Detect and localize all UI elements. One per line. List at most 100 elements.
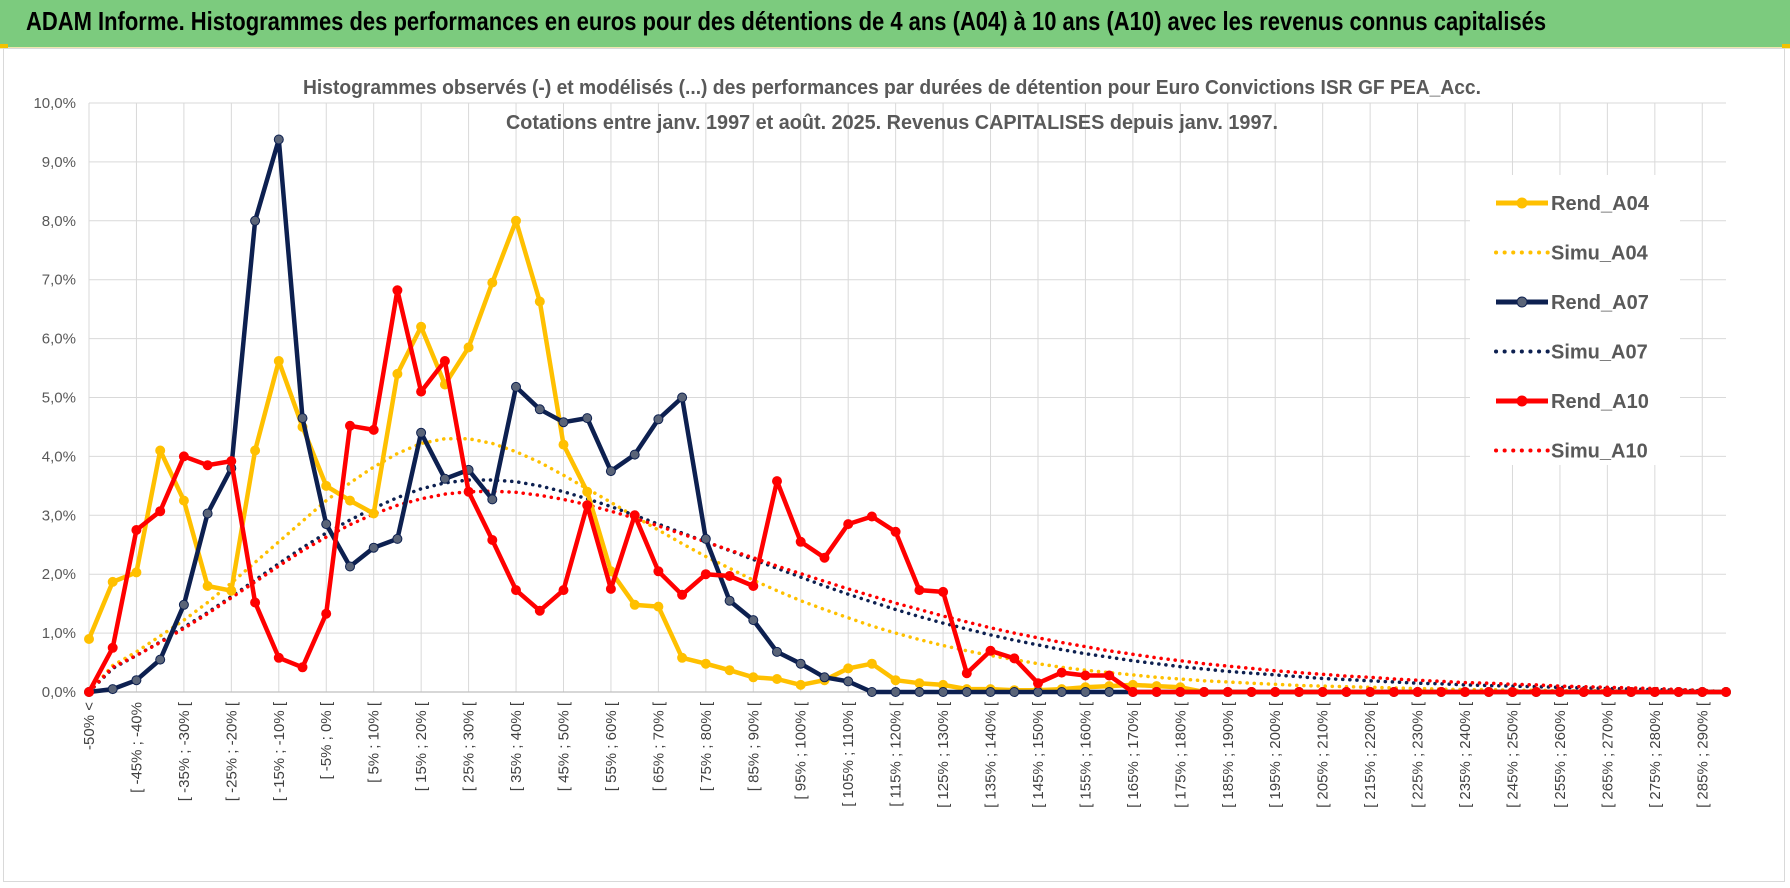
x-tick-label: [ 15% ; 20% [ — [413, 701, 430, 791]
data-point-Rend_A04 — [890, 675, 901, 686]
data-point-Rend_A07 — [345, 561, 355, 572]
series-Simu_A07 — [87, 478, 1728, 694]
data-point-Rend_A10 — [724, 571, 735, 581]
x-tick-label: [ 85% ; 90% [ — [745, 701, 762, 791]
data-point-Rend_A10 — [178, 451, 189, 462]
y-tick-label: 10,0% — [33, 95, 76, 112]
data-point-Rend_A07 — [914, 687, 925, 697]
data-point-Rend_A04 — [416, 321, 427, 332]
data-point-Rend_A10 — [1649, 687, 1660, 697]
series-Simu_A04 — [87, 436, 1728, 694]
legend-marker — [1516, 395, 1528, 407]
data-point-Rend_A07 — [938, 687, 949, 697]
data-point-Rend_A07 — [700, 533, 711, 544]
data-point-Rend_A07 — [107, 684, 118, 695]
data-point-Rend_A07 — [961, 687, 972, 697]
title-banner: ADAM Informe. Histogrammes des performan… — [0, 0, 1790, 49]
x-tick-label: [ 65% ; 70% [ — [650, 701, 667, 791]
data-point-Rend_A10 — [226, 456, 237, 467]
x-tick-label: [ 35% ; 40% [ — [508, 701, 525, 791]
data-point-Rend_A07 — [795, 658, 806, 669]
data-point-Rend_A10 — [677, 589, 688, 600]
data-point-Rend_A10 — [463, 486, 474, 497]
data-point-Rend_A10 — [202, 460, 213, 471]
data-point-Rend_A10 — [1104, 670, 1115, 681]
data-point-Rend_A10 — [961, 668, 972, 679]
data-point-Rend_A10 — [1294, 687, 1304, 697]
data-point-Rend_A10 — [1175, 687, 1186, 697]
data-point-Rend_A10 — [914, 585, 925, 596]
data-point-Rend_A04 — [131, 567, 142, 578]
data-point-Rend_A04 — [345, 495, 355, 506]
banner-title: ADAM Informe. Histogrammes des performan… — [26, 6, 1547, 36]
data-point-Rend_A07 — [843, 676, 854, 687]
data-point-Rend_A07 — [1080, 687, 1091, 697]
data-point-Rend_A10 — [131, 525, 142, 535]
data-point-Rend_A04 — [202, 581, 213, 591]
data-point-Rend_A10 — [297, 662, 308, 673]
data-point-Rend_A10 — [392, 285, 403, 296]
data-point-Rend_A10 — [1127, 687, 1138, 697]
legend-item-Simu_A10: Simu_A10 — [1494, 441, 1648, 463]
data-point-Rend_A07 — [677, 392, 688, 403]
data-point-Rend_A07 — [985, 687, 996, 697]
legend-label: Simu_A04 — [1551, 243, 1649, 265]
data-point-Rend_A04 — [653, 601, 664, 612]
data-point-Rend_A10 — [1460, 687, 1470, 697]
y-tick-label: 4,0% — [42, 448, 76, 465]
data-point-Rend_A10 — [558, 585, 569, 596]
x-tick-label: [ 195% ; 200% [ — [1267, 701, 1284, 808]
legend-label: Rend_A10 — [1551, 391, 1649, 413]
x-tick-label: [ 75% ; 80% [ — [698, 701, 715, 791]
x-tick-label: [ 145% ; 150% [ — [1030, 701, 1047, 808]
x-tick-label: [ -15% ; -10% [ — [271, 701, 288, 801]
data-point-Rend_A07 — [724, 595, 735, 606]
data-point-Rend_A10 — [416, 386, 427, 397]
y-tick-label: 9,0% — [42, 154, 76, 171]
x-tick-labels: -50% < [ -45% ; -40% [ -35% ; -30% [[ -25%… — [81, 701, 1711, 808]
data-point-Rend_A10 — [1151, 687, 1162, 697]
x-tick-label: [ 45% ; 50% [ — [555, 701, 572, 791]
data-point-Rend_A04 — [273, 356, 284, 366]
x-tick-label: [ 265% ; 270% [ — [1599, 701, 1616, 808]
legend-label: Rend_A04 — [1551, 193, 1650, 215]
data-point-Rend_A07 — [582, 413, 593, 424]
y-tick-labels: 0,0% 1,0% 2,0% 3,0% 4,0% 5,0% 6,0% 7,0% 8,0% 9,0%… — [33, 95, 76, 701]
x-tick-label: [ 185% ; 190% [ — [1220, 701, 1237, 808]
data-point-Rend_A10 — [629, 510, 640, 521]
legend-label: Rend_A07 — [1551, 292, 1649, 314]
data-point-Rend_A07 — [297, 413, 308, 424]
x-tick-label: -50% < — [81, 702, 98, 750]
data-point-Rend_A04 — [724, 665, 735, 676]
data-point-Rend_A10 — [1721, 687, 1731, 697]
data-point-Rend_A04 — [772, 674, 782, 684]
x-tick-label: [ -35% ; -30% [ — [176, 701, 193, 801]
data-point-Rend_A04 — [558, 439, 569, 450]
x-tick-label: [ 125% ; 130% [ — [935, 701, 952, 808]
x-tick-label: [ -5% ; 0% [ — [318, 701, 335, 779]
x-tick-label: [ -25% ; -20% [ — [223, 701, 240, 801]
x-tick-label: [ 255% ; 260% [ — [1552, 701, 1569, 808]
series-line-Simu_A04 — [87, 436, 1728, 694]
data-point-Rend_A10 — [1531, 687, 1542, 697]
data-point-Rend_A07 — [819, 672, 830, 683]
legend: Rend_A04 Simu_A04 Rend_A07 Simu_A07 Rend_A10… — [1494, 193, 1650, 463]
x-tick-label: [ 135% ; 140% [ — [983, 701, 1000, 808]
data-point-Rend_A10 — [1080, 670, 1091, 681]
data-point-Rend_A04 — [795, 679, 806, 690]
data-point-Rend_A10 — [534, 605, 545, 616]
data-point-Rend_A10 — [1554, 687, 1565, 697]
data-point-Rend_A10 — [748, 581, 759, 591]
data-point-Rend_A10 — [605, 583, 616, 594]
data-point-Rend_A10 — [1507, 687, 1518, 697]
data-point-Rend_A07 — [511, 381, 521, 392]
data-point-Rend_A10 — [985, 645, 996, 656]
data-point-Rend_A04 — [155, 445, 166, 456]
data-point-Rend_A10 — [1056, 667, 1067, 678]
data-point-Rend_A07 — [890, 687, 901, 697]
y-tick-label: 3,0% — [42, 507, 76, 524]
data-point-Rend_A10 — [1483, 687, 1494, 697]
x-tick-label: [ 105% ; 110% [ — [840, 701, 857, 807]
data-point-Rend_A10 — [1388, 687, 1399, 697]
data-point-Rend_A04 — [321, 480, 332, 491]
